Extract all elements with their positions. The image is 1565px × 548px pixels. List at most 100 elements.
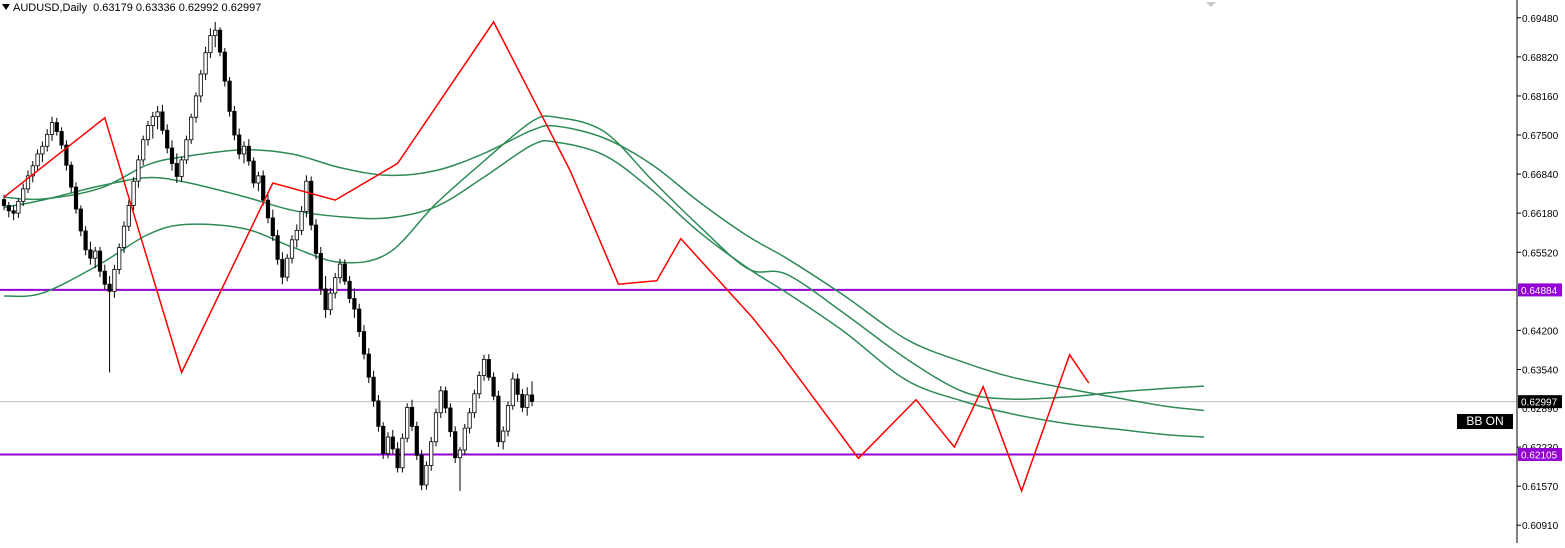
candle[interactable] [97,246,103,278]
candle[interactable] [323,275,328,318]
candle[interactable] [515,373,520,402]
candle[interactable] [472,389,477,419]
candle[interactable] [366,348,371,384]
candle[interactable] [241,141,247,164]
candle[interactable] [390,429,395,454]
candle[interactable] [88,241,93,265]
candle[interactable] [352,288,357,318]
candle[interactable] [217,27,223,57]
candle[interactable] [342,259,347,285]
candle[interactable] [438,386,443,419]
candle[interactable] [40,141,45,163]
candle[interactable] [299,206,304,236]
candle[interactable] [443,386,448,414]
candle[interactable] [45,129,50,152]
candle[interactable] [107,275,112,373]
candle[interactable] [179,156,184,182]
candle[interactable] [155,105,160,130]
candle[interactable] [337,258,343,284]
candle[interactable] [371,370,376,407]
candle[interactable] [165,124,170,154]
candle[interactable] [49,116,55,141]
candle[interactable] [347,275,352,304]
candle[interactable] [121,221,127,253]
candle[interactable] [496,390,501,448]
candle[interactable] [309,176,314,231]
candle[interactable] [93,246,98,269]
candle[interactable] [486,354,491,381]
candle[interactable] [270,209,275,242]
candle[interactable] [83,226,88,256]
candle[interactable] [150,111,155,139]
candle[interactable] [481,354,487,381]
candle[interactable] [265,192,271,224]
candle[interactable] [448,403,453,438]
candle[interactable] [189,113,194,144]
candle[interactable] [477,371,482,399]
candle[interactable] [11,205,16,221]
candle[interactable] [457,447,463,491]
candle[interactable] [429,437,434,471]
candle[interactable] [453,426,458,464]
candle[interactable] [102,264,107,290]
candle[interactable] [237,128,242,160]
candle[interactable] [184,135,189,165]
candle[interactable] [501,426,506,450]
collapse-arrow-icon[interactable] [1206,2,1216,7]
candle[interactable] [222,47,227,87]
candle[interactable] [145,120,151,146]
candle[interactable] [78,205,83,237]
candle[interactable] [520,389,525,413]
candle[interactable] [280,252,285,285]
candle[interactable] [491,372,496,401]
candle[interactable] [208,28,213,59]
candle[interactable] [160,104,165,135]
candle[interactable] [328,287,333,316]
candle[interactable] [169,140,175,171]
candle[interactable] [433,408,439,447]
candle[interactable] [424,461,429,490]
candle[interactable] [414,421,419,461]
candle[interactable] [59,127,64,150]
bb-on-button[interactable]: BB ON [1457,414,1513,429]
candle[interactable] [285,254,290,282]
candle[interactable] [251,157,256,188]
candle[interactable] [385,432,391,459]
candle[interactable] [16,198,21,218]
candle[interactable] [35,149,40,171]
candle[interactable] [117,243,122,275]
candle[interactable] [405,403,410,443]
candle[interactable] [126,200,131,231]
candle[interactable] [141,135,146,166]
candle[interactable] [213,21,218,48]
candle[interactable] [25,170,31,194]
candle[interactable] [69,161,74,193]
candle[interactable] [136,155,141,188]
candle[interactable] [232,105,237,141]
candle[interactable] [275,229,280,265]
candle[interactable] [462,423,467,455]
candle[interactable] [361,325,367,360]
candle[interactable] [227,76,232,117]
candle[interactable] [510,372,515,410]
candle[interactable] [313,219,319,260]
candle[interactable] [419,450,424,491]
candle[interactable] [525,387,530,416]
candle[interactable] [6,201,11,218]
candle[interactable] [30,161,35,183]
candle[interactable] [64,140,69,171]
candle[interactable] [261,170,266,206]
candle[interactable] [246,139,251,166]
candle[interactable] [318,246,323,295]
dropdown-triangle-icon[interactable] [2,4,10,10]
candle[interactable] [529,381,535,407]
candle[interactable] [409,399,415,432]
candle[interactable] [395,442,400,473]
candle[interactable] [256,171,261,192]
candle[interactable] [467,407,472,434]
candle[interactable] [505,401,511,437]
candle[interactable] [357,303,362,337]
candle[interactable] [400,433,405,473]
